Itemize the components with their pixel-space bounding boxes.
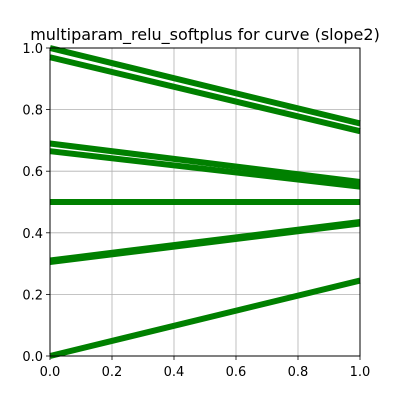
x-tick-label: 0.4: [164, 365, 185, 380]
series-line-9: [49, 277, 361, 359]
y-tick-label: 0.2: [22, 288, 43, 303]
series-line-2: [49, 54, 361, 135]
x-tick-label: 0.0: [40, 365, 61, 380]
y-tick-label: 1.0: [22, 42, 43, 57]
y-tick-label: 0.0: [22, 350, 43, 365]
y-tick-label: 0.6: [22, 165, 43, 180]
y-tick-label: 0.4: [22, 227, 43, 242]
x-tick-label: 0.8: [288, 365, 309, 380]
chart-title: multiparam_relu_softplus for curve (slop…: [30, 25, 380, 45]
x-tick-label: 1.0: [350, 365, 371, 380]
x-tick-label: 0.6: [226, 365, 247, 380]
series-line-1: [49, 45, 361, 127]
x-tick-label: 0.2: [102, 365, 123, 380]
axis-ticks: 0.0 0.2 0.4 0.6 0.8 1.0 0.0 0.2 0.4 0.6 0.8 1.0: [22, 42, 370, 380]
series-line-3: [49, 140, 361, 185]
series-line-8: [49, 220, 361, 266]
plot-frame: [49, 47, 361, 357]
series-line-4: [49, 148, 361, 190]
y-tick-label: 0.8: [22, 104, 43, 119]
series-group: [49, 45, 361, 359]
